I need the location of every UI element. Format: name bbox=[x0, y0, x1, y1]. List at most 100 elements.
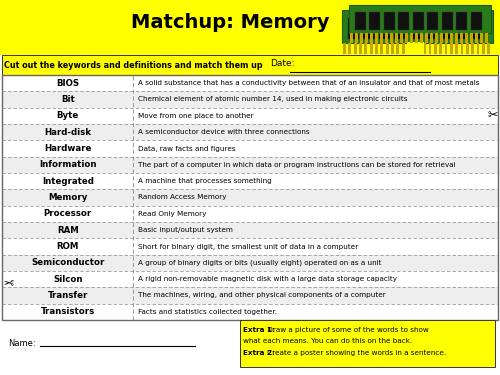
FancyBboxPatch shape bbox=[410, 33, 413, 43]
FancyBboxPatch shape bbox=[343, 43, 346, 54]
Text: Transistors: Transistors bbox=[40, 308, 95, 316]
FancyBboxPatch shape bbox=[380, 33, 383, 43]
Text: Processor: Processor bbox=[44, 209, 92, 218]
FancyBboxPatch shape bbox=[359, 43, 362, 54]
Text: RAM: RAM bbox=[57, 226, 78, 235]
FancyBboxPatch shape bbox=[370, 33, 373, 43]
FancyBboxPatch shape bbox=[413, 12, 424, 30]
Text: The part of a computer in which data or program instructions can be stored for r: The part of a computer in which data or … bbox=[138, 162, 456, 168]
FancyBboxPatch shape bbox=[354, 43, 356, 54]
FancyBboxPatch shape bbox=[423, 43, 426, 54]
Text: Move from one place to another: Move from one place to another bbox=[138, 113, 254, 119]
FancyBboxPatch shape bbox=[394, 18, 406, 39]
Text: Integrated: Integrated bbox=[42, 177, 94, 186]
FancyBboxPatch shape bbox=[355, 12, 366, 30]
FancyBboxPatch shape bbox=[398, 12, 409, 30]
FancyBboxPatch shape bbox=[396, 43, 400, 54]
Text: Facts and statistics collected together.: Facts and statistics collected together. bbox=[138, 309, 278, 315]
FancyBboxPatch shape bbox=[466, 43, 468, 54]
Text: Byte: Byte bbox=[56, 111, 79, 120]
Text: Date:: Date: bbox=[270, 60, 294, 69]
FancyBboxPatch shape bbox=[240, 320, 495, 367]
FancyBboxPatch shape bbox=[360, 33, 363, 43]
FancyBboxPatch shape bbox=[434, 43, 436, 54]
FancyBboxPatch shape bbox=[487, 43, 490, 54]
FancyBboxPatch shape bbox=[446, 33, 448, 43]
FancyBboxPatch shape bbox=[363, 18, 375, 39]
Text: Chemical element of atomic number 14, used in making electronic circuits: Chemical element of atomic number 14, us… bbox=[138, 96, 408, 102]
Text: Bit: Bit bbox=[61, 95, 74, 104]
FancyBboxPatch shape bbox=[0, 0, 500, 55]
FancyBboxPatch shape bbox=[439, 43, 442, 54]
Text: A solid substance that has a conductivity between that of an insulator and that : A solid substance that has a conductivit… bbox=[138, 80, 480, 86]
FancyBboxPatch shape bbox=[407, 43, 410, 54]
Text: Draw a picture of some of the words to show: Draw a picture of some of the words to s… bbox=[265, 327, 429, 333]
Text: Data, raw facts and figures: Data, raw facts and figures bbox=[138, 146, 236, 152]
FancyBboxPatch shape bbox=[380, 43, 384, 54]
Text: Random Access Memory: Random Access Memory bbox=[138, 195, 227, 201]
FancyBboxPatch shape bbox=[348, 18, 360, 39]
FancyBboxPatch shape bbox=[400, 33, 403, 43]
FancyBboxPatch shape bbox=[2, 92, 498, 108]
FancyBboxPatch shape bbox=[375, 43, 378, 54]
Text: what each means. You can do this on the back.: what each means. You can do this on the … bbox=[243, 338, 412, 344]
FancyBboxPatch shape bbox=[406, 42, 424, 54]
FancyBboxPatch shape bbox=[470, 33, 473, 43]
FancyBboxPatch shape bbox=[396, 33, 398, 43]
FancyBboxPatch shape bbox=[476, 43, 480, 54]
FancyBboxPatch shape bbox=[420, 33, 423, 43]
FancyBboxPatch shape bbox=[416, 33, 418, 43]
Text: Extra 2:: Extra 2: bbox=[243, 350, 275, 356]
FancyBboxPatch shape bbox=[349, 5, 491, 33]
FancyBboxPatch shape bbox=[2, 173, 498, 189]
FancyBboxPatch shape bbox=[386, 43, 388, 54]
FancyBboxPatch shape bbox=[2, 189, 498, 206]
FancyBboxPatch shape bbox=[2, 157, 498, 173]
FancyBboxPatch shape bbox=[2, 124, 498, 140]
Text: Hardware: Hardware bbox=[44, 144, 92, 153]
Text: Information: Information bbox=[39, 160, 96, 170]
FancyBboxPatch shape bbox=[480, 33, 483, 43]
Text: Memory: Memory bbox=[48, 193, 88, 202]
Text: ROM: ROM bbox=[56, 242, 79, 251]
FancyBboxPatch shape bbox=[482, 43, 484, 54]
FancyBboxPatch shape bbox=[436, 33, 438, 43]
FancyBboxPatch shape bbox=[442, 12, 452, 30]
FancyBboxPatch shape bbox=[456, 18, 468, 39]
FancyBboxPatch shape bbox=[471, 43, 474, 54]
FancyBboxPatch shape bbox=[412, 43, 416, 54]
FancyBboxPatch shape bbox=[384, 12, 394, 30]
FancyBboxPatch shape bbox=[364, 43, 367, 54]
FancyBboxPatch shape bbox=[2, 238, 498, 255]
FancyBboxPatch shape bbox=[450, 33, 453, 43]
Text: Short for binary digit, the smallest unit of data in a computer: Short for binary digit, the smallest uni… bbox=[138, 243, 358, 249]
FancyBboxPatch shape bbox=[402, 43, 404, 54]
FancyBboxPatch shape bbox=[350, 33, 353, 43]
FancyBboxPatch shape bbox=[426, 33, 428, 43]
FancyBboxPatch shape bbox=[366, 33, 368, 43]
FancyBboxPatch shape bbox=[2, 271, 498, 287]
Text: Read Only Memory: Read Only Memory bbox=[138, 211, 207, 217]
Text: Transfer: Transfer bbox=[48, 291, 88, 300]
Text: Extra 1:: Extra 1: bbox=[243, 327, 275, 333]
FancyBboxPatch shape bbox=[2, 255, 498, 271]
FancyBboxPatch shape bbox=[391, 43, 394, 54]
FancyBboxPatch shape bbox=[376, 33, 378, 43]
Text: Basic input/output system: Basic input/output system bbox=[138, 227, 234, 233]
FancyBboxPatch shape bbox=[427, 12, 438, 30]
FancyBboxPatch shape bbox=[2, 287, 498, 304]
FancyBboxPatch shape bbox=[456, 33, 458, 43]
FancyBboxPatch shape bbox=[2, 206, 498, 222]
FancyBboxPatch shape bbox=[2, 222, 498, 238]
FancyBboxPatch shape bbox=[406, 33, 408, 43]
FancyBboxPatch shape bbox=[2, 55, 498, 75]
FancyBboxPatch shape bbox=[440, 33, 443, 43]
FancyBboxPatch shape bbox=[425, 18, 437, 39]
FancyBboxPatch shape bbox=[466, 33, 468, 43]
FancyBboxPatch shape bbox=[410, 18, 422, 39]
FancyBboxPatch shape bbox=[390, 33, 393, 43]
Text: Silcon: Silcon bbox=[53, 274, 82, 284]
FancyBboxPatch shape bbox=[428, 43, 432, 54]
Text: Name:: Name: bbox=[8, 339, 36, 348]
FancyBboxPatch shape bbox=[472, 18, 484, 39]
